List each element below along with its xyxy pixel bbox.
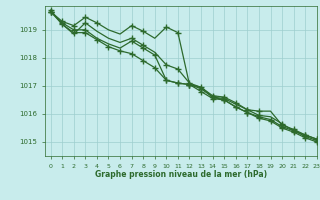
X-axis label: Graphe pression niveau de la mer (hPa): Graphe pression niveau de la mer (hPa): [95, 170, 267, 179]
